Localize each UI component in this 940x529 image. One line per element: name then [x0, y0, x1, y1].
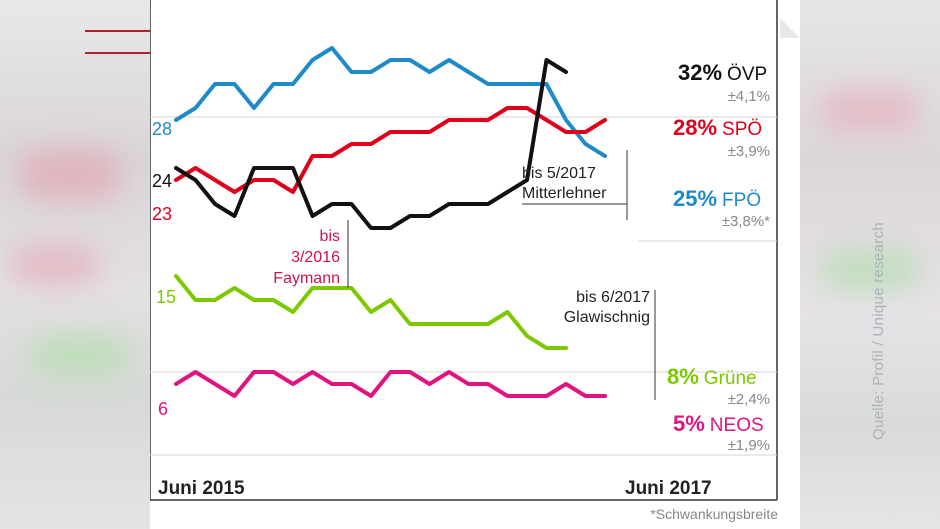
background-left [0, 0, 150, 529]
annotation-spoe-line: Faymann [273, 270, 340, 287]
series-end-label-neos: 5% NEOS [673, 411, 764, 436]
annotation-gruene-line: Glawischnig [564, 309, 650, 326]
series-end-name-neos: NEOS [710, 415, 764, 436]
page-corner-icon [780, 18, 800, 38]
series-end-label-fpoe: 25% FPÖ [673, 186, 761, 211]
series-end-value-spoe: 28% [673, 115, 717, 140]
source-watermark: Quelle: Profil / Unique research [870, 221, 887, 440]
blur-blob [820, 250, 920, 290]
series-end-label-oevp: 32% ÖVP [678, 60, 767, 85]
annotation-oevp-line: Mitterlehner [522, 185, 607, 202]
annotation-spoe-line: bis [320, 228, 340, 245]
blur-blob [10, 245, 100, 285]
series-line-fpoe [174, 46, 607, 158]
series-end-value-neos: 5% [673, 411, 705, 436]
series-end-value-gruene: 8% [667, 364, 699, 389]
chart-card: Juni 2015 Juni 2017 *Schwankungsbreite 28 25… [150, 0, 800, 529]
series-start-label-fpoe: 28 [152, 119, 172, 139]
blur-blob [820, 90, 920, 130]
series-end-name-gruene: Grüne [704, 368, 757, 389]
blur-blob [30, 335, 130, 375]
x-axis-end-label: Juni 2017 [625, 478, 712, 499]
series-start-label-neos: 6 [158, 399, 168, 419]
series-margin-neos: ±1,9% [728, 437, 770, 454]
footnote: *Schwankungsbreite [650, 506, 778, 522]
annotation-oevp-line: bis 5/2017 [522, 165, 596, 182]
series-start-label-oevp: 24 [152, 171, 172, 191]
line-chart: Juni 2015 Juni 2017 *Schwankungsbreite 28 25… [150, 0, 778, 522]
series-start-label-gruene: 15 [156, 287, 176, 307]
series-line-neos [174, 370, 607, 398]
series-start-label-spoe: 23 [152, 204, 172, 224]
annotation-gruene-line: bis 6/2017 [576, 289, 650, 306]
series-end-label-gruene: 8% Grüne [667, 364, 757, 389]
series-end-label-spoe: 28% SPÖ [673, 115, 762, 140]
annotation-spoe-line: 3/2016 [291, 249, 340, 266]
series-margin-gruene: ±2,4% [728, 391, 770, 408]
series-end-name-oevp: ÖVP [727, 64, 767, 85]
series-end-value-fpoe: 25% [673, 186, 717, 211]
series-margin-spoe: ±3,9% [728, 143, 770, 160]
series-end-value-oevp: 32% [678, 60, 722, 85]
series-margin-fpoe: ±3,8%* [722, 213, 770, 230]
blur-blob [20, 150, 120, 200]
series-line-gruene [174, 274, 568, 350]
series-end-name-spoe: SPÖ [722, 119, 762, 140]
background-right [800, 0, 940, 529]
series-margin-oevp: ±4,1% [728, 88, 770, 105]
x-axis-start-label: Juni 2015 [158, 478, 245, 499]
series-end-name-fpoe: FPÖ [722, 190, 761, 211]
series-line-oevp [174, 58, 568, 230]
